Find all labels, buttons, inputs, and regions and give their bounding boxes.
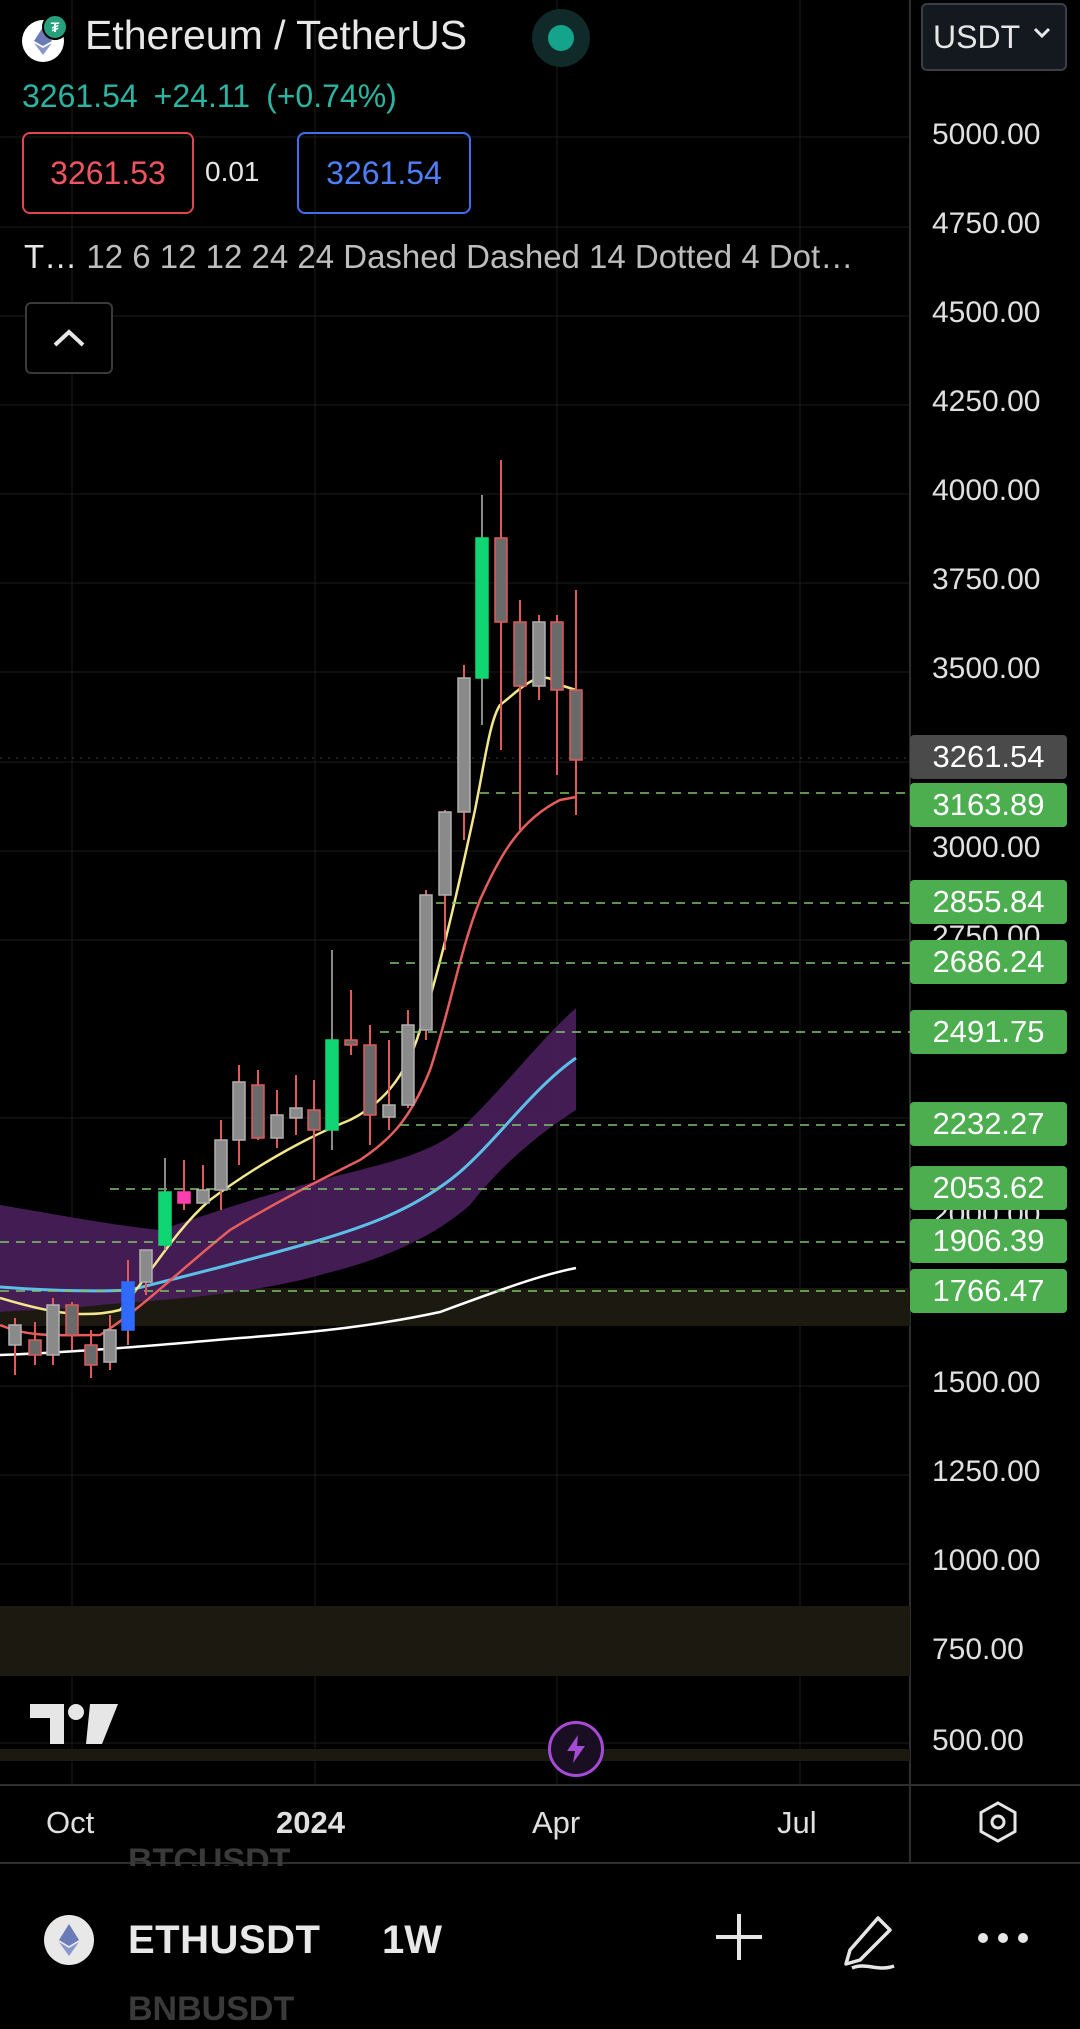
candle-body xyxy=(196,1189,210,1204)
level-price-tag: 2686.24 xyxy=(910,940,1067,984)
level-price-tag: 3163.89 xyxy=(910,783,1067,827)
price-axis-label: 4500.00 xyxy=(932,296,1041,329)
price-axis-label: 3500.00 xyxy=(932,652,1041,685)
more-options-icon[interactable] xyxy=(975,1910,1031,1966)
level-price-tag: 2053.62 xyxy=(910,1166,1067,1210)
symbol-title[interactable]: Ethereum / TetherUS xyxy=(85,12,468,58)
price-axis-label: 750.00 xyxy=(932,1633,1024,1666)
candle-body xyxy=(84,1344,98,1366)
pencil-drawing-icon[interactable] xyxy=(838,1910,902,1974)
settings-hexagon-icon xyxy=(979,1801,1017,1843)
lightning-bolt-icon xyxy=(567,1735,585,1763)
indicators-legend-rest: 12 6 12 12 24 24 Dashed Dashed 14 Dotted… xyxy=(86,238,854,275)
price-axis-label: 3000.00 xyxy=(932,831,1041,864)
candlesticks xyxy=(8,460,583,1378)
candle-body xyxy=(46,1304,60,1356)
interval-selector[interactable]: 1W xyxy=(382,1918,442,1962)
eth-symbol-icon xyxy=(44,1915,94,1965)
collapse-legend-button[interactable] xyxy=(25,302,113,374)
plus-icon[interactable] xyxy=(712,1910,766,1964)
candle-body xyxy=(103,1329,117,1363)
level-lines xyxy=(0,792,910,1292)
support-zone-bottom xyxy=(0,1749,910,1761)
candle-body xyxy=(363,1044,377,1116)
candle-body xyxy=(419,894,433,1031)
price-axis-label: 4750.00 xyxy=(932,207,1041,240)
market-status-icon[interactable] xyxy=(532,9,590,67)
time-axis-label: Oct xyxy=(46,1805,95,1840)
candle-body xyxy=(457,677,471,813)
candle-body xyxy=(177,1191,191,1204)
candle-body xyxy=(214,1139,228,1191)
candle-body xyxy=(251,1084,265,1139)
candle-body xyxy=(232,1081,246,1141)
level-price-tag: 1766.47 xyxy=(910,1269,1067,1313)
currency-select-value: USDT xyxy=(933,18,1021,55)
spread-value: 0.01 xyxy=(205,156,260,187)
candle-body xyxy=(65,1304,79,1336)
level-price-tag: 2855.84 xyxy=(910,880,1067,924)
price-axis-label: 4250.00 xyxy=(932,385,1041,418)
level-price-tag: 1906.39 xyxy=(910,1219,1067,1263)
ma-band xyxy=(0,1008,576,1312)
candle-body xyxy=(344,1039,358,1046)
symbol-picker-prev[interactable]: BTCUSDT xyxy=(128,1842,291,1866)
level-price-tag: 2232.27 xyxy=(910,1102,1067,1146)
indicators-legend[interactable]: T… 12 6 12 12 24 24 Dashed Dashed 14 Dot… xyxy=(24,238,884,276)
candle-body xyxy=(28,1339,42,1356)
chevron-up-icon xyxy=(53,329,85,347)
indicators-legend-first: T… xyxy=(24,238,78,275)
chart-settings-button[interactable] xyxy=(976,1800,1020,1849)
time-axis-label: Apr xyxy=(532,1805,581,1840)
price-change-pct: (+0.74%) xyxy=(266,78,397,114)
price-axis-label: 4000.00 xyxy=(932,474,1041,507)
candle-body xyxy=(270,1114,284,1139)
price-axis-label: 500.00 xyxy=(932,1724,1024,1757)
candle-body xyxy=(121,1281,135,1331)
tether-badge-icon: ₮ xyxy=(42,14,68,40)
symbol-selector[interactable]: ETHUSDT xyxy=(128,1918,321,1962)
price-change-row: 3261.54 +24.11 (+0.74%) xyxy=(22,78,413,115)
replay-bolt-button[interactable] xyxy=(548,1721,604,1777)
candle-body xyxy=(438,811,452,896)
current-price-tag: 3261.54 xyxy=(910,735,1067,779)
time-axis-label: Jul xyxy=(777,1805,817,1840)
candle-body xyxy=(401,1024,415,1106)
chart-grid xyxy=(0,0,910,1785)
price-axis-label: 3750.00 xyxy=(932,563,1041,596)
currency-select[interactable]: USDT xyxy=(921,3,1067,71)
price-axis-label: 5000.00 xyxy=(932,118,1041,151)
candle-body xyxy=(513,621,527,687)
candle-body xyxy=(550,621,564,691)
bottom-toolbar xyxy=(0,1862,1080,2019)
candle-body xyxy=(569,689,583,761)
symbol-picker-next[interactable]: BNBUSDT xyxy=(128,1990,295,2028)
last-price: 3261.54 xyxy=(22,78,138,114)
candle-body xyxy=(158,1191,172,1246)
candle-body xyxy=(8,1324,22,1346)
support-zone-lower xyxy=(0,1606,910,1676)
candle-body xyxy=(289,1107,303,1119)
price-change: +24.11 xyxy=(153,78,251,114)
buy-button[interactable]: 3261.54 xyxy=(297,132,471,214)
sell-button[interactable]: 3261.53 xyxy=(22,132,194,214)
level-price-tag: 2491.75 xyxy=(910,1010,1067,1054)
candle-body xyxy=(382,1104,396,1118)
chevron-down-icon xyxy=(1033,27,1051,39)
candle-body xyxy=(139,1249,153,1283)
time-axis-label: 2024 xyxy=(276,1805,345,1840)
candle-body xyxy=(532,621,546,687)
candle-body xyxy=(307,1109,321,1131)
candle-body xyxy=(494,537,508,623)
candle-body xyxy=(475,537,489,679)
price-axis-label: 1250.00 xyxy=(932,1455,1041,1488)
tradingview-logo xyxy=(28,1700,120,1753)
price-axis-label: 1500.00 xyxy=(932,1366,1041,1399)
candle-body xyxy=(325,1039,339,1131)
price-axis-label: 1000.00 xyxy=(932,1544,1041,1577)
eth-coin-icon: ₮ xyxy=(22,14,68,62)
